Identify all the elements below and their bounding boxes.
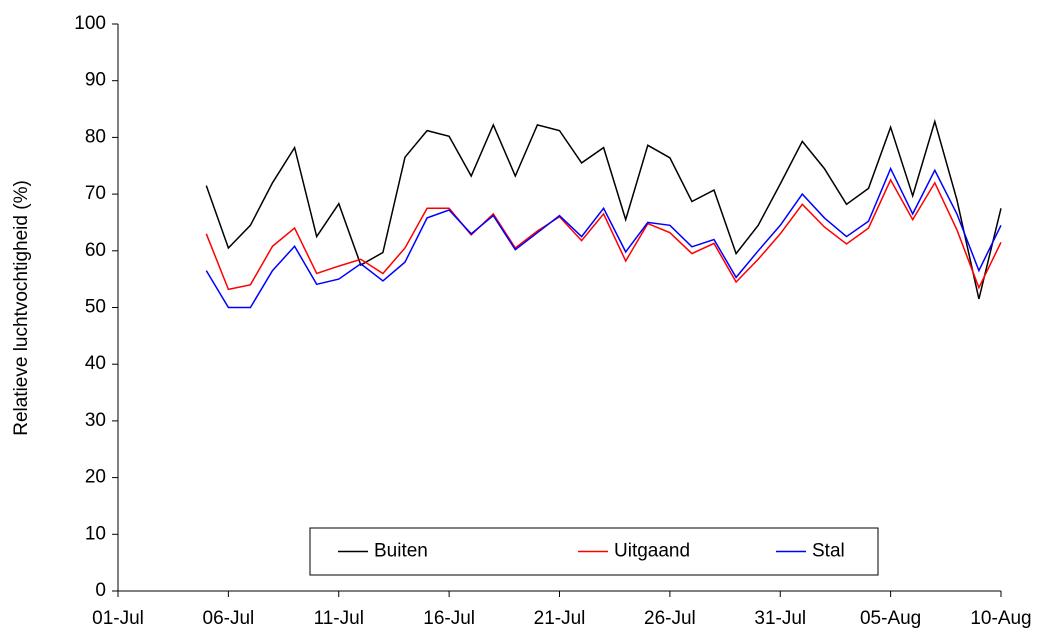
x-tick-label: 26-Jul (644, 608, 696, 629)
x-tick-label: 05-Aug (860, 608, 921, 629)
x-tick-label: 21-Jul (534, 608, 586, 629)
y-tick-label: 50 (85, 297, 106, 318)
y-axis-label: Relatieve luchtvochtigheid (%) (11, 180, 32, 436)
y-tick-label: 100 (74, 13, 106, 34)
y-tick-label: 20 (85, 467, 106, 488)
y-tick-label: 30 (85, 410, 106, 431)
legend-label: Uitgaand (614, 541, 690, 562)
x-tick-label: 01-Jul (92, 608, 144, 629)
x-tick-label: 16-Jul (423, 608, 475, 629)
x-tick-label: 11-Jul (314, 608, 364, 629)
y-tick-label: 40 (85, 353, 106, 374)
x-tick-label: 06-Jul (203, 608, 255, 629)
y-tick-label: 60 (85, 240, 106, 261)
series-line (205, 166, 1002, 309)
x-tick-label: 10-Aug (970, 608, 1031, 629)
y-tick-label: 10 (85, 523, 106, 544)
legend-label: Stal (812, 541, 845, 562)
x-tick-label: 31-Jul (754, 608, 806, 629)
series-line (205, 178, 1002, 291)
y-tick-label: 90 (85, 70, 106, 91)
y-tick-label: 0 (95, 580, 106, 601)
y-tick-label: 80 (85, 126, 106, 147)
series-line (205, 118, 1002, 300)
legend-label: Buiten (374, 541, 428, 562)
y-tick-label: 70 (85, 183, 106, 204)
